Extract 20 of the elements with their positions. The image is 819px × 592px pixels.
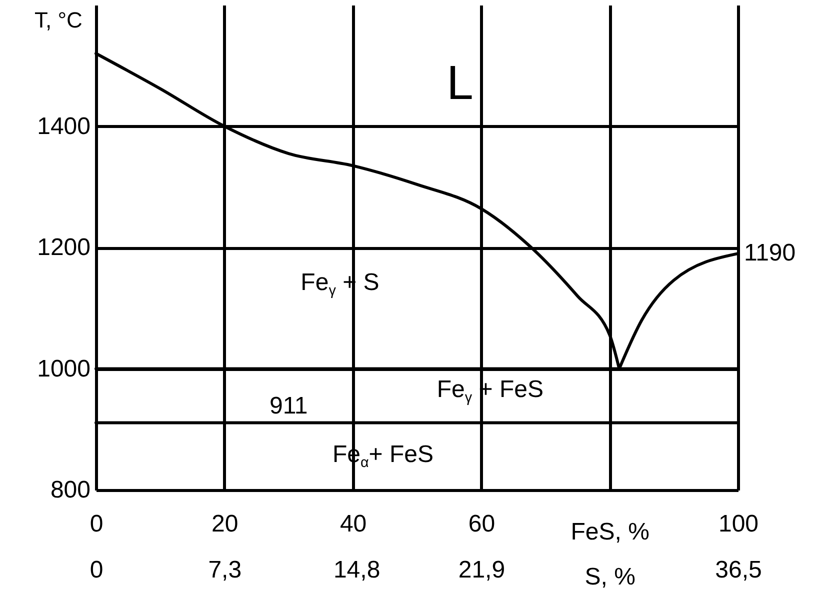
y-axis-title: T, °C <box>34 8 83 32</box>
x2-tick-label: 36,5 <box>715 556 762 584</box>
y-tick-label: 1400 <box>37 112 90 140</box>
x-tick-label: 0 <box>90 510 104 538</box>
x-tick-label: 40 <box>340 510 367 538</box>
x2-tick-label: 7,3 <box>208 556 242 584</box>
x-axis-title: FeS, % <box>570 518 650 546</box>
x2-axis-title: S, % <box>584 564 636 590</box>
y-tick-label: 800 <box>50 476 90 504</box>
annotation: 911 <box>269 392 308 420</box>
x-tick-label: 60 <box>468 510 496 538</box>
x2-tick-label: 21,9 <box>458 556 506 584</box>
annotation: 1190 <box>744 240 796 267</box>
x2-tick-label: 0 <box>90 556 104 584</box>
x2-tick-label: 14,8 <box>333 556 380 584</box>
x-tick-label: 20 <box>212 510 238 538</box>
x-tick-label: 100 <box>718 510 759 538</box>
y-tick-label: 1200 <box>37 234 90 261</box>
y-tick-label: 1000 <box>37 355 90 382</box>
annotation: L <box>446 57 474 110</box>
